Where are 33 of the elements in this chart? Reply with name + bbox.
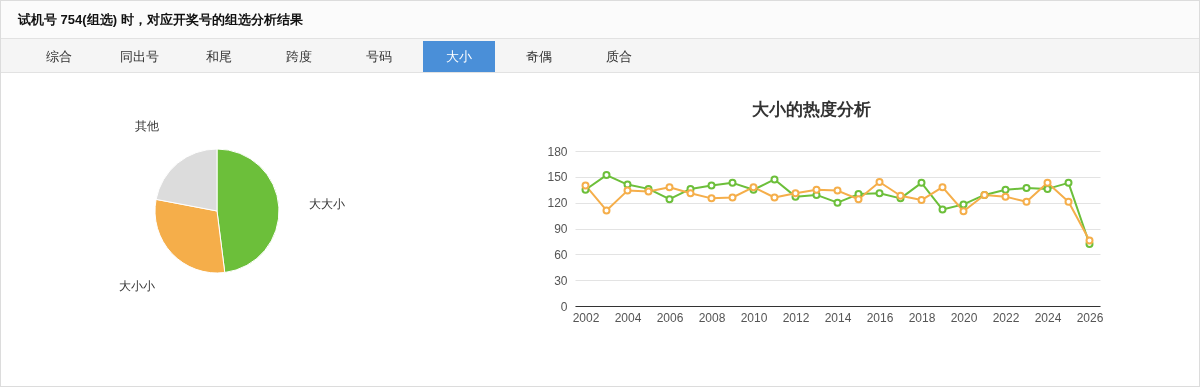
text: 质合 xyxy=(605,48,633,66)
text: 奇偶 xyxy=(525,48,553,66)
y-tick-label: 180 xyxy=(547,144,568,159)
x-tick-label: 2014 xyxy=(824,310,852,325)
x-tick-label: 2012 xyxy=(782,310,810,325)
chart-title: 大小的热度分析 xyxy=(752,100,871,119)
x-tick-label: 2022 xyxy=(992,310,1020,325)
text: 试机号 754(组选) 时，对应开奖号的组选分析结果 xyxy=(18,11,303,29)
y-tick-label: 150 xyxy=(547,170,568,185)
text: 号码 xyxy=(365,48,393,66)
y-tick-label: 120 xyxy=(547,196,568,211)
text: 大小 xyxy=(423,41,495,72)
text: 综合 xyxy=(45,48,73,66)
x-tick-label: 2018 xyxy=(908,310,936,325)
text: 同出号 xyxy=(118,48,160,66)
y-tick-label: 0 xyxy=(560,299,568,314)
y-tick-label: 30 xyxy=(554,273,568,288)
x-tick-label: 2026 xyxy=(1076,310,1104,325)
text: 跨度 xyxy=(285,48,313,66)
text: 和尾 xyxy=(205,48,233,66)
x-tick-label: 2006 xyxy=(656,310,684,325)
x-tick-label: 2010 xyxy=(740,310,768,325)
x-tick-label: 2016 xyxy=(866,310,894,325)
x-tick-label: 2002 xyxy=(572,310,600,325)
x-tick-label: 2024 xyxy=(1034,310,1062,325)
y-tick-label: 60 xyxy=(554,247,568,262)
x-tick-label: 2008 xyxy=(698,310,726,325)
x-tick-label: 2004 xyxy=(614,310,642,325)
x-tick-label: 2020 xyxy=(950,310,978,325)
slice-label: 大大小 xyxy=(308,197,345,212)
y-tick-label: 90 xyxy=(554,222,568,236)
slice-label: 其他 xyxy=(134,119,159,134)
slice-label: 大小小 xyxy=(118,279,155,294)
